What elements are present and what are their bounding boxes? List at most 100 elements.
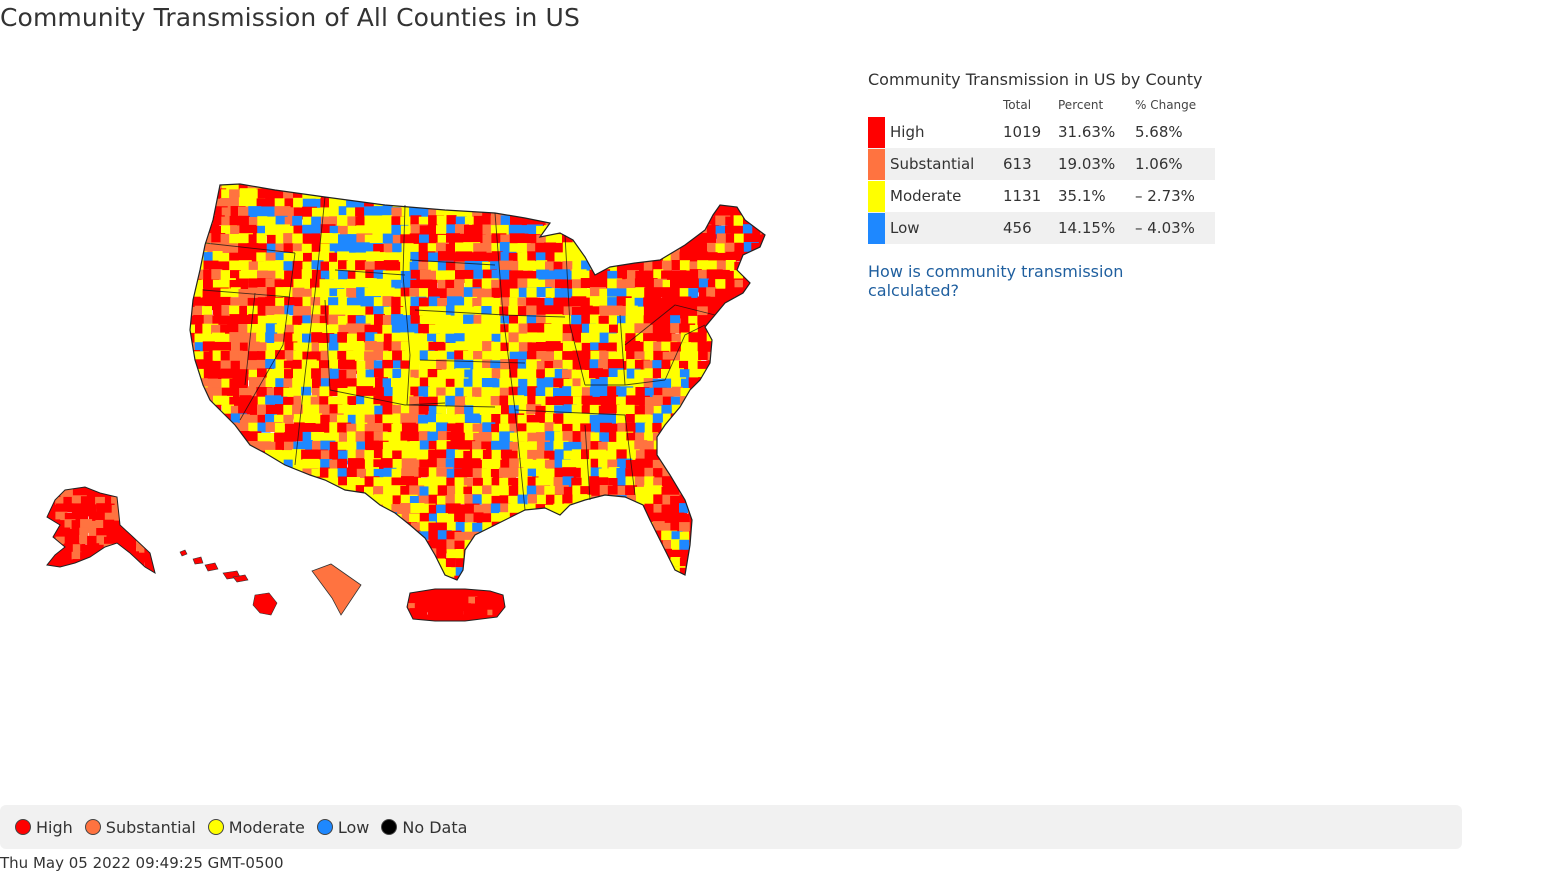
county-cell[interactable] <box>247 431 262 443</box>
county-cell[interactable] <box>419 377 431 389</box>
county-cell[interactable] <box>475 602 487 612</box>
county-cell[interactable] <box>734 494 745 507</box>
legend-high[interactable]: High <box>15 818 73 837</box>
county-cell[interactable] <box>644 243 660 254</box>
county-cell[interactable] <box>662 351 678 362</box>
county-cell[interactable] <box>427 431 443 442</box>
county-cell[interactable] <box>238 531 253 542</box>
county-cell[interactable] <box>527 530 541 543</box>
county-cell[interactable] <box>293 485 310 498</box>
county-cell[interactable] <box>56 520 67 533</box>
county-cell[interactable] <box>283 414 294 426</box>
county-cell[interactable] <box>274 324 285 340</box>
county-cell[interactable] <box>356 567 370 582</box>
county-cell[interactable] <box>329 540 341 555</box>
county-cell[interactable] <box>320 378 333 389</box>
county-cell[interactable] <box>220 540 235 553</box>
county-cell[interactable] <box>553 423 564 437</box>
county-cell[interactable] <box>661 486 672 499</box>
county-cell[interactable] <box>571 576 586 586</box>
county-cell[interactable] <box>311 251 322 262</box>
county-cell[interactable] <box>436 270 446 283</box>
county-cell[interactable] <box>265 225 279 236</box>
county-cell[interactable] <box>428 360 441 372</box>
county-cell[interactable] <box>410 215 422 227</box>
county-cell[interactable] <box>771 550 785 564</box>
county-cell[interactable] <box>275 558 288 570</box>
county-cell[interactable] <box>545 387 560 399</box>
county-cell[interactable] <box>689 496 705 508</box>
county-cell[interactable] <box>572 530 585 546</box>
county-cell[interactable] <box>760 422 775 434</box>
county-cell[interactable] <box>572 513 588 524</box>
county-cell[interactable] <box>400 431 413 442</box>
county-cell[interactable] <box>329 359 340 370</box>
county-cell[interactable] <box>517 414 535 426</box>
county-cell[interactable] <box>670 495 686 506</box>
county-cell[interactable] <box>572 441 589 452</box>
county-cell[interactable] <box>464 306 475 317</box>
county-cell[interactable] <box>482 351 498 362</box>
county-cell[interactable] <box>607 441 625 452</box>
county-cell[interactable] <box>527 468 540 480</box>
county-cell[interactable] <box>373 468 385 479</box>
county-cell[interactable] <box>670 188 681 200</box>
county-cell[interactable] <box>185 396 198 408</box>
county-cell[interactable] <box>248 459 262 471</box>
county-cell[interactable] <box>211 540 228 555</box>
county-cell[interactable] <box>212 332 225 343</box>
county-cell[interactable] <box>364 395 377 406</box>
county-cell[interactable] <box>310 278 325 289</box>
county-cell[interactable] <box>473 188 488 203</box>
county-cell[interactable] <box>508 486 526 496</box>
county-cell[interactable] <box>357 548 374 561</box>
county-cell[interactable] <box>518 260 536 271</box>
county-cell[interactable] <box>365 269 378 280</box>
county-cell[interactable] <box>446 530 462 542</box>
county-cell[interactable] <box>428 261 445 273</box>
county-cell[interactable] <box>752 179 764 191</box>
county-cell[interactable] <box>302 558 313 571</box>
county-cell[interactable] <box>771 235 786 250</box>
county-cell[interactable] <box>770 179 780 192</box>
county-cell[interactable] <box>653 494 670 506</box>
county-cell[interactable] <box>256 495 267 507</box>
county-cell[interactable] <box>436 458 452 469</box>
county-cell[interactable] <box>265 503 279 516</box>
county-cell[interactable] <box>184 216 196 228</box>
county-cell[interactable] <box>444 584 452 594</box>
county-cell[interactable] <box>415 596 425 604</box>
county-cell[interactable] <box>337 251 350 263</box>
county-cell[interactable] <box>770 215 781 227</box>
county-cell[interactable] <box>418 495 429 510</box>
county-cell[interactable] <box>464 539 480 551</box>
county-cell[interactable] <box>266 189 277 200</box>
county-cell[interactable] <box>445 368 463 380</box>
county-cell[interactable] <box>447 485 459 496</box>
county-cell[interactable] <box>193 315 207 326</box>
county-cell[interactable] <box>535 422 547 438</box>
county-cell[interactable] <box>186 387 198 403</box>
county-cell[interactable] <box>143 480 159 493</box>
county-cell[interactable] <box>679 513 690 526</box>
county-cell[interactable] <box>437 234 449 248</box>
county-cell[interactable] <box>697 260 709 271</box>
county-cell[interactable] <box>401 476 414 489</box>
county-cell[interactable] <box>707 494 725 505</box>
county-cell[interactable] <box>409 576 425 590</box>
county-cell[interactable] <box>698 512 709 525</box>
county-cell[interactable] <box>706 234 717 249</box>
county-cell[interactable] <box>455 368 471 380</box>
county-cell[interactable] <box>202 576 218 587</box>
county-cell[interactable] <box>400 530 417 542</box>
county-cell[interactable] <box>364 504 377 517</box>
county-cell[interactable] <box>265 422 283 433</box>
county-cell[interactable] <box>337 548 349 562</box>
county-cell[interactable] <box>652 548 664 560</box>
county-cell[interactable] <box>338 450 349 465</box>
county-cell[interactable] <box>599 566 614 582</box>
county-cell[interactable] <box>761 315 774 328</box>
county-cell[interactable] <box>752 432 764 444</box>
county-cell[interactable] <box>491 179 507 190</box>
county-cell[interactable] <box>455 189 467 203</box>
